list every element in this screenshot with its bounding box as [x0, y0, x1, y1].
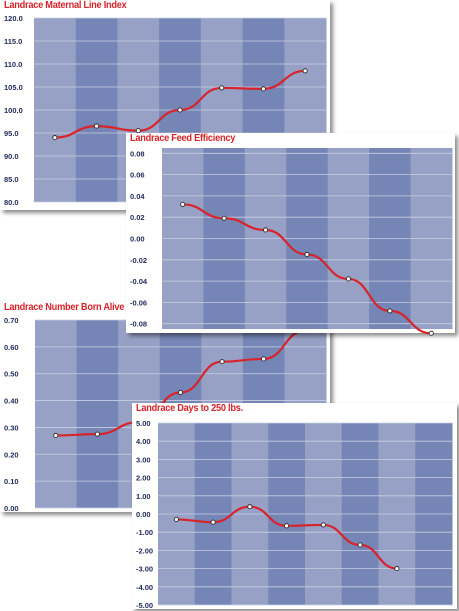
y-tick-label: 3.00: [136, 455, 151, 464]
data-point: [263, 227, 269, 233]
chart-feed-efficiency: Landrace Feed Efficiency 0.08 0.06 0.04 0.0…: [126, 132, 455, 336]
y-tick-label: 5.00: [136, 419, 151, 428]
y-tick-label: 0.20: [4, 450, 19, 459]
y-tick-label: -0.04: [130, 277, 148, 286]
data-point: [428, 330, 434, 336]
data-point: [304, 251, 310, 258]
plot-band: [76, 320, 119, 508]
data-point: [94, 123, 100, 129]
data-point: [302, 68, 308, 74]
data-point: [53, 432, 59, 439]
y-tick-label: 0.10: [4, 477, 19, 486]
y-tick-label: 0.30: [4, 423, 19, 432]
y-tick-label: 85.0: [4, 175, 19, 184]
y-tick-label: 105.0: [4, 83, 23, 92]
data-point: [94, 431, 100, 437]
y-tick-label: 1.00: [136, 492, 151, 501]
data-point: [177, 389, 184, 396]
chart-plot: 0.08 0.06 0.04 0.02 0.00 -0.02 -0.04 -0.06 -0.08: [130, 148, 453, 336]
data-point: [394, 566, 400, 572]
data-point: [173, 516, 179, 523]
data-point: [284, 523, 290, 529]
y-tick-label: 0.00: [136, 510, 151, 519]
data-point: [261, 356, 267, 362]
chart-title: Landrace Days to 250 lbs.: [136, 402, 243, 414]
chart-days-to-250: Landrace Days to 250 lbs. 5.00 4.00 3.00 2.…: [132, 402, 457, 610]
y-tick-label: 115.0: [4, 37, 22, 46]
data-point: [219, 359, 225, 365]
data-point: [247, 504, 253, 510]
y-tick-label: -5.00: [136, 601, 153, 610]
y-tick-label: 0.50: [4, 370, 19, 379]
y-tick-label: 120.0: [4, 14, 23, 23]
data-point: [52, 135, 58, 141]
chart-title: Landrace Number Born Alive: [4, 301, 125, 313]
data-point: [177, 107, 183, 113]
y-tick-label: -4.00: [136, 583, 153, 592]
data-point: [219, 85, 225, 91]
chart-title: Landrace Maternal Line Index: [4, 0, 127, 11]
y-tick-label: 90.0: [4, 152, 19, 161]
y-tick-label: 0.02: [130, 213, 145, 222]
data-point: [221, 215, 227, 221]
y-tick-label: 100.0: [4, 106, 23, 115]
y-tick-label: 0.40: [4, 397, 19, 406]
data-point: [135, 128, 141, 134]
data-point: [357, 542, 363, 548]
data-point: [260, 86, 266, 92]
y-tick-label: 0.00: [4, 504, 19, 513]
chart-plot: 5.00 4.00 3.00 2.00 1.00 0.00 -1.00 -2.00 -3.00 -…: [136, 419, 453, 610]
data-point: [210, 519, 216, 525]
data-point: [387, 308, 393, 314]
y-tick-label: 0.08: [130, 149, 145, 158]
y-tick-label: -3.00: [136, 565, 153, 574]
data-point: [320, 522, 326, 528]
y-tick-label: 80.0: [4, 198, 19, 207]
y-tick-label: 4.00: [136, 437, 151, 446]
plot-band: [35, 320, 78, 508]
y-tick-label: 2.00: [136, 474, 151, 483]
data-point: [345, 276, 351, 282]
chart-title: Landrace Feed Efficiency: [130, 132, 236, 144]
y-tick-label: 110.0: [4, 60, 22, 69]
y-tick-label: -1.00: [136, 528, 153, 537]
y-tick-label: -2.00: [136, 546, 153, 555]
y-tick-label: 0.04: [130, 192, 145, 201]
y-tick-label: 0.60: [4, 343, 19, 352]
data-point: [180, 201, 186, 207]
y-tick-label: -0.08: [130, 320, 147, 329]
y-tick-label: 95.0: [4, 129, 19, 138]
y-tick-label: 0.00: [130, 235, 145, 244]
y-tick-label: -0.02: [130, 256, 147, 265]
y-tick-label: 0.70: [4, 316, 19, 325]
y-tick-label: 0.06: [130, 171, 145, 180]
y-tick-label: -0.06: [130, 298, 147, 307]
